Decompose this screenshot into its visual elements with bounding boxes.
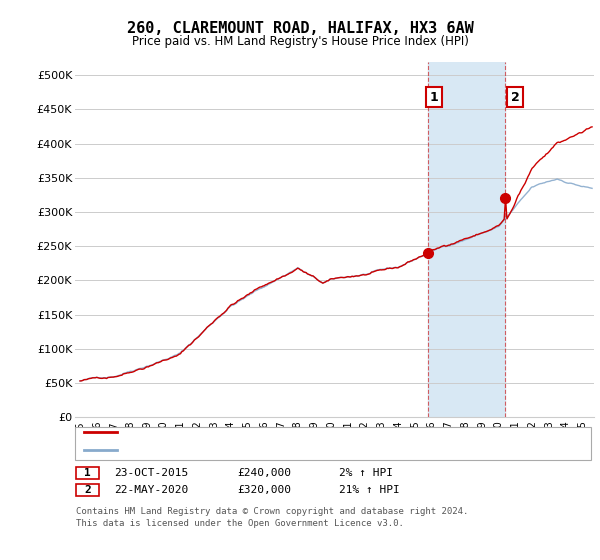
Text: £320,000: £320,000 bbox=[237, 485, 291, 495]
Text: 1: 1 bbox=[429, 91, 438, 104]
Text: 2% ↑ HPI: 2% ↑ HPI bbox=[339, 468, 393, 478]
Text: 22-MAY-2020: 22-MAY-2020 bbox=[114, 485, 188, 495]
Text: 260, CLAREMOUNT ROAD, HALIFAX, HX3 6AW: 260, CLAREMOUNT ROAD, HALIFAX, HX3 6AW bbox=[127, 21, 473, 36]
Bar bbox=[428, 62, 505, 417]
Text: Contains HM Land Registry data © Crown copyright and database right 2024.
This d: Contains HM Land Registry data © Crown c… bbox=[76, 507, 469, 528]
Text: Price paid vs. HM Land Registry's House Price Index (HPI): Price paid vs. HM Land Registry's House … bbox=[131, 35, 469, 48]
Text: 1: 1 bbox=[84, 468, 91, 478]
Text: £240,000: £240,000 bbox=[237, 468, 291, 478]
Text: 2: 2 bbox=[511, 91, 520, 104]
Text: 2: 2 bbox=[84, 485, 91, 495]
Text: 23-OCT-2015: 23-OCT-2015 bbox=[114, 468, 188, 478]
Text: 21% ↑ HPI: 21% ↑ HPI bbox=[339, 485, 400, 495]
Text: 260, CLAREMOUNT ROAD, HALIFAX, HX3 6AW (detached house): 260, CLAREMOUNT ROAD, HALIFAX, HX3 6AW (… bbox=[129, 427, 473, 437]
Text: HPI: Average price, detached house, Calderdale: HPI: Average price, detached house, Cald… bbox=[129, 445, 416, 455]
